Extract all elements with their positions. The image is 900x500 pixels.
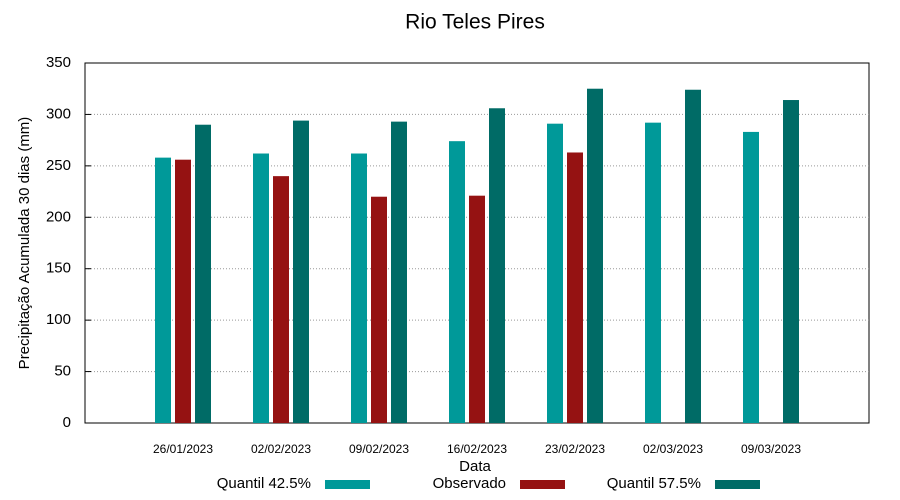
chart-title: Rio Teles Pires [405,11,545,34]
y-tick-label: 200 [46,208,71,225]
bar [469,195,485,423]
bar [587,88,603,423]
bar [175,159,191,423]
x-tick-label: 23/02/2023 [545,442,605,456]
bar [567,152,583,423]
bar [351,153,367,423]
legend-swatch [325,480,370,489]
legend-label: Quantil 42.5% [217,475,311,492]
bar [391,121,407,423]
y-tick-label: 350 [46,54,71,71]
bar [253,153,269,423]
legend-swatch [715,480,760,489]
bar [293,120,309,423]
x-tick-label: 09/02/2023 [349,442,409,456]
x-axis-label: Data [459,458,491,475]
y-tick-label: 300 [46,105,71,122]
x-tick-label: 02/02/2023 [251,442,311,456]
y-tick-label: 0 [63,414,71,431]
y-tick-label: 50 [54,363,71,380]
bar [273,176,289,423]
legend-label: Observado [433,475,506,492]
bar [685,89,701,423]
legend-swatch [520,480,565,489]
y-tick-label: 100 [46,311,71,328]
x-tick-label: 09/03/2023 [741,442,801,456]
legend-label: Quantil 57.5% [607,475,701,492]
bar [547,123,563,423]
y-tick-label: 150 [46,260,71,277]
x-tick-label: 02/03/2023 [643,442,703,456]
bar [449,141,465,423]
bar [645,122,661,424]
x-tick-label: 16/02/2023 [447,442,507,456]
y-axis-label: Precipitação Acumulada 30 dias (mm) [16,117,33,370]
bar [371,196,387,423]
bar [195,124,211,423]
bar [783,100,799,424]
bar [155,157,171,423]
y-tick-label: 250 [46,157,71,174]
x-tick-label: 26/01/2023 [153,442,213,456]
bar [489,108,505,423]
bar [743,131,759,423]
